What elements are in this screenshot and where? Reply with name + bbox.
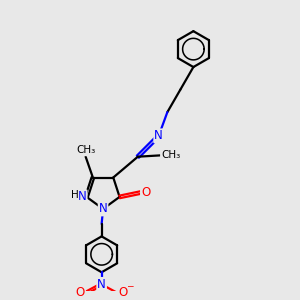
Text: H: H [70, 190, 78, 200]
Text: N: N [78, 190, 87, 203]
Text: N: N [97, 278, 106, 291]
Text: O: O [141, 186, 150, 199]
Text: N: N [154, 129, 163, 142]
Text: O: O [76, 286, 85, 299]
Text: −: − [126, 282, 134, 291]
Text: CH₃: CH₃ [76, 145, 95, 155]
Text: CH₃: CH₃ [161, 150, 180, 160]
Text: O: O [118, 286, 128, 299]
Text: N: N [99, 202, 107, 215]
